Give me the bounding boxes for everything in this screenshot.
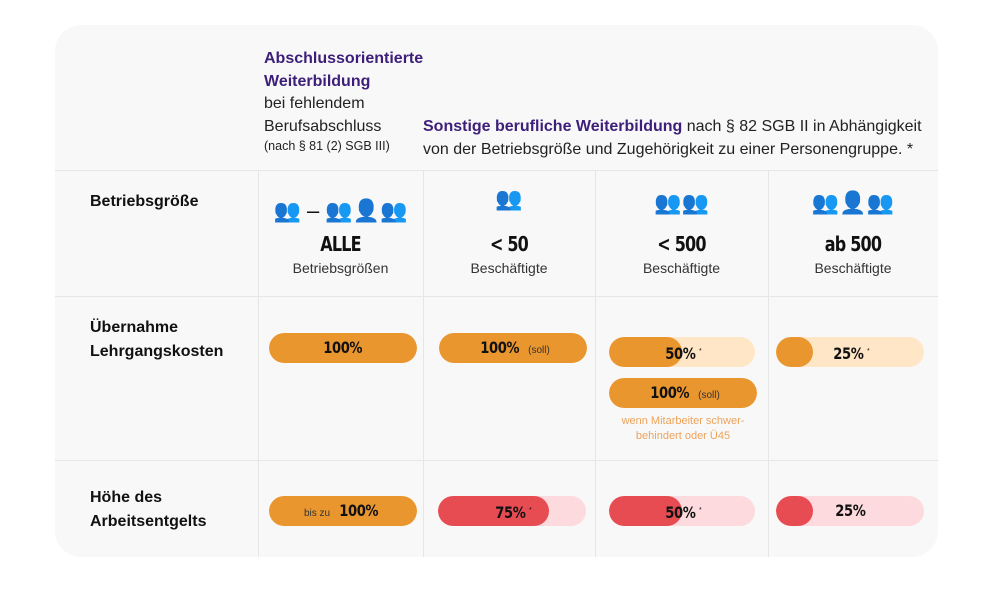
col-size-value: ab 500 (824, 232, 882, 256)
header-title: Sonstige berufliche Weiterbildung (423, 118, 683, 135)
bar-value: 25% (834, 501, 866, 520)
two-people-icon: 👥 (495, 186, 523, 211)
bar-label: 100% (269, 333, 417, 363)
people-group-range-icon: 👥 – 👥👤👥 (273, 198, 408, 223)
bar-label: 100% (soll) (609, 378, 757, 408)
bar-value: 50% (665, 344, 697, 364)
bar-value: 50% (665, 503, 697, 523)
bar-fill (776, 496, 813, 526)
five-people-icon: 👥👤👥 (811, 190, 895, 215)
table-card (55, 25, 938, 557)
percentage-bar: 75% * (438, 496, 586, 526)
col-size-unit: Beschäftigte (642, 260, 721, 276)
bar-label: bis zu 100% (269, 496, 417, 526)
col-size-value: ALLE (320, 232, 361, 256)
percentage-bar: 100% (soll) (609, 378, 757, 408)
percentage-bar: 100% (269, 333, 417, 363)
bar-value: 75% (495, 503, 527, 523)
col-size-value: < 500 (657, 232, 706, 256)
divider (55, 460, 938, 461)
bar-value: 25% (833, 344, 865, 364)
bar-value: 100% (650, 383, 690, 402)
header-title: Weiterbildung (264, 72, 371, 90)
header-title: Abschlussorientierte (264, 50, 424, 67)
bar-fill (776, 337, 813, 367)
bar-fill (439, 333, 587, 363)
bar-suffix: (soll) (528, 345, 550, 356)
bar-value: 100% (480, 338, 520, 357)
col-size-unit: Betriebsgrößen (292, 260, 389, 276)
footnote-condition: wenn Mitarbeiter schwer-behindert oder Ü… (621, 415, 745, 442)
bar-label: 100% (soll) (439, 333, 587, 363)
bar-fill (438, 496, 549, 526)
bar-suffix: (soll) (698, 390, 720, 401)
row-label-wage: Höhe des Arbeitsentgelts (90, 489, 207, 530)
bar-fill (609, 337, 682, 367)
row-label-costs: Übernahme Lehrgangskosten (90, 319, 224, 360)
bar-label: 50% * (609, 496, 755, 526)
col-head-all: 👥 – 👥👤👥 ALLE Betriebsgrößen (258, 198, 423, 276)
bar-fill (269, 333, 417, 363)
header-law: (nach § 81 (2) SGB III) (264, 139, 390, 153)
divider (423, 170, 424, 557)
footnote-marker: * (867, 348, 870, 355)
divider (55, 170, 938, 171)
header-text: von der Betriebsgröße und Zugehörigkeit … (423, 140, 914, 158)
divider (55, 296, 938, 297)
percentage-bar: 50% * (609, 337, 755, 367)
col-size-value: < 50 (489, 232, 529, 256)
four-people-icon: 👥👥 (654, 190, 709, 215)
bar-prefix: bis zu (303, 508, 331, 519)
bar-value: 100% (338, 501, 378, 520)
col-size-unit: Beschäftigte (814, 260, 892, 276)
header-text: nach § 82 SGB II in Abhängigkeit (682, 118, 922, 135)
percentage-bar: 100% (soll) (439, 333, 587, 363)
percentage-bar: bis zu 100% (269, 496, 417, 526)
bar-label: 25% (776, 496, 924, 526)
footnote-marker: * (699, 507, 702, 514)
bar-fill (269, 496, 417, 526)
col-head-ab500: 👥👤👥 ab 500 Beschäftigte (768, 190, 938, 276)
bar-fill (609, 496, 682, 526)
header-col1: Abschlussorientierte Weiterbildung bei f… (264, 48, 423, 154)
header-text: Berufsabschluss (264, 117, 382, 135)
percentage-bar: 50% * (609, 496, 755, 526)
bar-label: 25% * (776, 337, 924, 367)
divider (768, 170, 769, 557)
header-col2: Sonstige berufliche Weiterbildung nach §… (423, 116, 922, 161)
bar-fill (609, 378, 757, 408)
footnote-marker: * (699, 348, 702, 355)
col-head-lt500: 👥👥 < 500 Beschäftigte (595, 190, 768, 276)
footnote-marker: * (529, 507, 532, 514)
divider (258, 170, 259, 557)
bar-value: 100% (323, 338, 363, 357)
col-size-unit: Beschäftigte (470, 260, 548, 276)
percentage-bar: 25% (776, 496, 924, 526)
bar-label: 75% * (438, 496, 586, 526)
header-text: bei fehlendem (264, 95, 365, 112)
bar-label: 50% * (609, 337, 755, 367)
row-label-size: Betriebsgröße (90, 193, 199, 210)
percentage-bar: 25% * (776, 337, 924, 367)
divider (595, 170, 596, 557)
col-head-lt50: 👥 < 50 Beschäftigte (423, 186, 595, 276)
